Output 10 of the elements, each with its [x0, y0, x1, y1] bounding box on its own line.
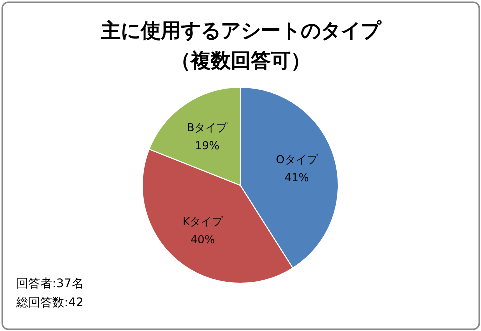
slice-label: Oタイプ [276, 154, 319, 167]
data-label: 40% [190, 233, 216, 246]
data-label: 41% [284, 172, 310, 185]
chart-subtitle: （複数回答可） [171, 48, 311, 72]
text: 総回答数:42 [16, 296, 84, 310]
text: 回答者:37名 [16, 276, 84, 290]
chart-title: 主に使用するアシートのタイプ [100, 18, 382, 42]
slice-label: Kタイプ [182, 215, 224, 228]
data-label: 19% [195, 139, 220, 152]
slice-label: Bタイプ [187, 121, 229, 134]
